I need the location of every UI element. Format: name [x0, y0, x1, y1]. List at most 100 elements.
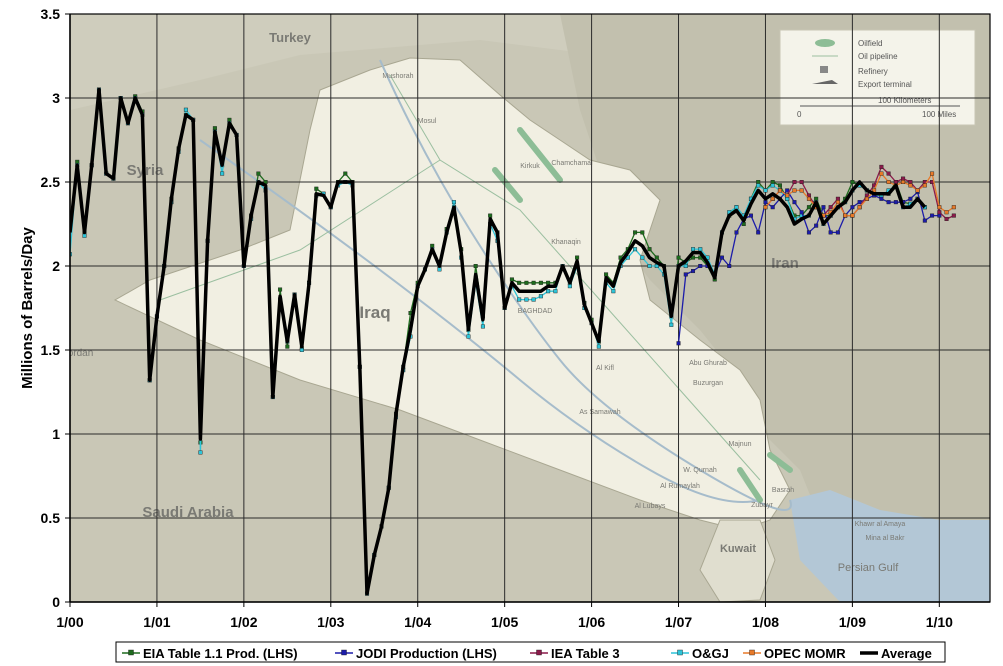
- point-1-15: [785, 188, 790, 193]
- point-4-25: [944, 210, 949, 215]
- point-1-20: [821, 205, 826, 210]
- point-0-61: [509, 277, 514, 282]
- legend-label-1: JODI Production (LHS): [356, 646, 497, 661]
- map-label-16: Abu Ghurab: [689, 360, 727, 367]
- map-label-13: Chamchamal: [551, 160, 593, 167]
- map-label-5: Saudi Arabia: [142, 504, 234, 521]
- point-1-32: [908, 196, 913, 201]
- legend-label-5: Average: [881, 646, 932, 661]
- point-4-1: [770, 196, 775, 201]
- map-legend-item-0: Oilfield: [858, 39, 882, 48]
- map-label-4: Jordan: [63, 348, 94, 359]
- map-label-17: Buzurgan: [693, 380, 723, 387]
- point-0-64: [531, 280, 536, 285]
- point-0-70: [575, 255, 580, 260]
- map-label-11: Basrah: [772, 487, 794, 494]
- point-0-26: [256, 171, 261, 176]
- point-3-96: [763, 188, 768, 193]
- map-scale-zero: 0: [797, 110, 802, 119]
- point-1-16: [792, 200, 797, 205]
- point-0-81: [654, 255, 659, 260]
- point-3-55: [466, 334, 471, 339]
- point-3-78: [633, 247, 638, 252]
- point-0-84: [676, 255, 681, 260]
- point-1-7: [727, 264, 732, 269]
- point-0-78: [633, 230, 638, 235]
- point-0-56: [473, 264, 478, 269]
- point-4-12: [850, 213, 855, 218]
- point-3-62: [517, 297, 522, 302]
- point-0-74: [604, 272, 609, 277]
- legend-label-4: OPEC MOMR: [764, 646, 846, 661]
- point-1-1: [683, 272, 688, 277]
- point-3-75: [611, 289, 616, 294]
- point-4-24: [937, 205, 942, 210]
- map-label-25: Mina al Bakr: [866, 535, 906, 542]
- point-0-80: [647, 247, 652, 252]
- point-1-22: [835, 230, 840, 235]
- map-label-14: Khanaqin: [551, 239, 581, 246]
- point-3-80: [647, 264, 652, 269]
- point-1-21: [828, 230, 833, 235]
- map-label-24: Khawr al Amaya: [855, 521, 906, 528]
- map-label-12: Mushorah: [382, 73, 413, 80]
- x-tick-label-3: 1/03: [317, 614, 344, 630]
- point-0-34: [314, 186, 319, 191]
- refinery-legend-icon: [820, 66, 828, 73]
- point-2-24: [937, 210, 942, 215]
- point-4-23: [930, 171, 935, 176]
- map-label-9: Mosul: [418, 118, 437, 125]
- point-0-103: [814, 196, 819, 201]
- point-3-85: [683, 264, 688, 269]
- point-4-17: [886, 179, 891, 184]
- y-tick-label-4: 2: [52, 258, 60, 274]
- map-label-0: Turkey: [269, 30, 311, 45]
- legend-label-3: O&GJ: [692, 646, 729, 661]
- point-0-20: [212, 126, 217, 131]
- point-3-92: [734, 205, 739, 210]
- map-label-21: Al Rumaylah: [660, 483, 700, 490]
- point-4-6: [806, 196, 811, 201]
- point-3-79: [640, 255, 645, 260]
- point-4-10: [835, 200, 840, 205]
- point-0-79: [640, 230, 645, 235]
- y-tick-label-6: 3: [52, 90, 60, 106]
- point-3-73: [596, 344, 601, 349]
- x-tick-label-7: 1/07: [665, 614, 692, 630]
- point-1-25: [857, 200, 862, 205]
- point-4-14: [864, 196, 869, 201]
- series: [70, 87, 956, 596]
- oilfield-legend-icon: [815, 39, 835, 47]
- map-legend-item-1: Oil pipeline: [858, 52, 898, 61]
- map-label-2: Iraq: [359, 303, 390, 322]
- point-3-2: [82, 233, 87, 238]
- map-label-6: Kuwait: [720, 543, 756, 555]
- point-3-69: [567, 284, 572, 289]
- point-0-30: [285, 344, 290, 349]
- map-scale-km: 100 Kilometers: [878, 96, 931, 105]
- legend-label-2: IEA Table 3: [551, 646, 620, 661]
- point-1-36: [937, 213, 942, 218]
- map-kuwait: [699, 519, 776, 602]
- point-1-24: [850, 205, 855, 210]
- point-3-18: [198, 450, 203, 455]
- legend-swatch-marker-4: [749, 649, 755, 656]
- map-iraq-territory: [113, 57, 791, 531]
- point-3-66: [546, 289, 551, 294]
- x-tick-label-6: 1/06: [578, 614, 605, 630]
- point-4-21: [915, 188, 920, 193]
- point-1-13: [770, 205, 775, 210]
- y-axis-title: Millions of Barrels/Day: [19, 226, 36, 388]
- point-2-16: [879, 164, 884, 169]
- point-1-2: [691, 269, 696, 274]
- series-5: [70, 87, 927, 596]
- point-0-1: [75, 159, 80, 164]
- point-1-35: [930, 213, 935, 218]
- x-tick-label-10: 1/10: [926, 614, 953, 630]
- point-1-10: [748, 213, 753, 218]
- point-0-86: [691, 255, 696, 260]
- point-4-20: [908, 183, 913, 188]
- point-4-16: [879, 171, 884, 176]
- point-1-29: [886, 200, 891, 205]
